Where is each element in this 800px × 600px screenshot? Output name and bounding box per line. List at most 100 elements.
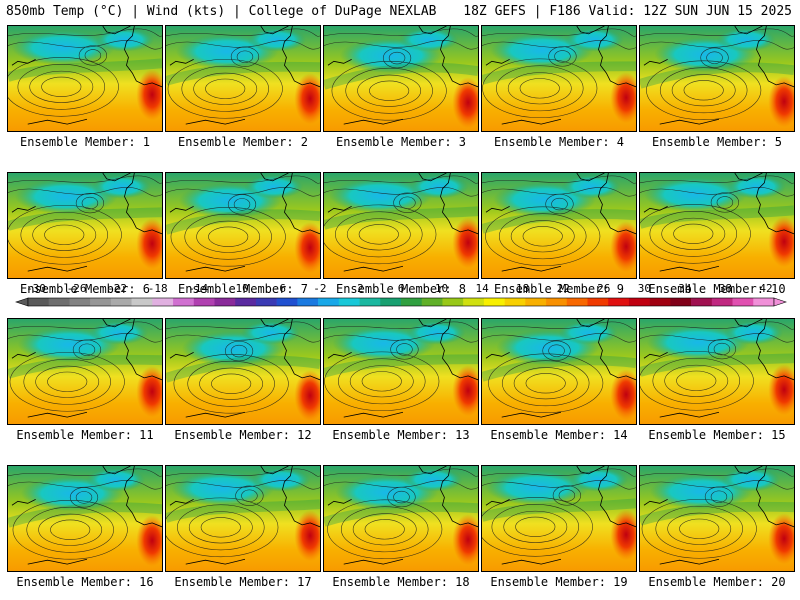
colorbar-segment: [235, 298, 257, 306]
colorbar-segment: [401, 298, 423, 306]
colorbar-tick-label: -22: [107, 282, 127, 295]
temperature-wind-map: [8, 319, 162, 424]
colorbar-segment: [338, 298, 360, 306]
ensemble-member-label: Ensemble Member: 14: [490, 428, 628, 442]
colorbar-tick-label: -14: [188, 282, 208, 295]
colorbar-segment: [193, 298, 215, 306]
ensemble-map-panel: [481, 465, 637, 572]
ensemble-member-label: Ensemble Member: 11: [16, 428, 154, 442]
colorbar-segment: [110, 298, 132, 306]
colorbar-segment: [318, 298, 340, 306]
colorbar-segment: [670, 298, 692, 306]
temperature-wind-map: [482, 466, 636, 571]
colorbar-segment: [276, 298, 298, 306]
temperature-wind-map: [324, 26, 478, 131]
ensemble-map-panel: [639, 172, 795, 279]
temperature-wind-map: [166, 319, 320, 424]
ensemble-map-panel: [481, 318, 637, 425]
colorbar-segment: [608, 298, 630, 306]
ensemble-member-label: Ensemble Member: 13: [332, 428, 470, 442]
ensemble-member-label: Ensemble Member: 16: [16, 575, 154, 589]
colorbar-segment: [359, 298, 381, 306]
colorbar-segment: [504, 298, 526, 306]
ensemble-map-panel: [7, 318, 163, 425]
ensemble-member-label: Ensemble Member: 4: [493, 135, 625, 149]
colorbar-segment: [525, 298, 547, 306]
colorbar-segment: [297, 298, 319, 306]
ensemble-member-label: Ensemble Member: 17: [174, 575, 312, 589]
ensemble-member-label: Ensemble Member: 18: [332, 575, 470, 589]
ensemble-member-label: Ensemble Member: 2: [177, 135, 309, 149]
colorbar-left-arrow: [15, 297, 29, 307]
colorbar-tick-label: 18: [516, 282, 529, 295]
ensemble-member-label: Ensemble Member: 20: [648, 575, 786, 589]
temperature-wind-map: [482, 319, 636, 424]
colorbar-tick-label: 38: [719, 282, 732, 295]
colorbar-segment: [173, 298, 195, 306]
ensemble-map-panel: [165, 318, 321, 425]
ensemble-map-panel: [323, 172, 479, 279]
temperature-wind-map: [166, 173, 320, 278]
colorbar-segment: [48, 298, 70, 306]
ensemble-map-panel: [323, 465, 479, 572]
colorbar-segment: [442, 298, 464, 306]
ensemble-map-panel: [639, 465, 795, 572]
ensemble-member-label: Ensemble Member: 10: [648, 282, 786, 296]
colorbar-segment: [546, 298, 568, 306]
colorbar-svg: -30 -26 -22 -18 -14 -10 -6 -2 2 6 10 14 18 22 26 30 34 38…: [15, 282, 787, 307]
ensemble-member-label: Ensemble Member: 3: [335, 135, 467, 149]
temperature-wind-map: [8, 466, 162, 571]
temperature-wind-map: [166, 466, 320, 571]
ensemble-member-label: Ensemble Member: 15: [648, 428, 786, 442]
colorbar-segment: [152, 298, 174, 306]
colorbar-tick-label: 6: [398, 282, 405, 295]
temperature-wind-map: [8, 173, 162, 278]
colorbar-segment: [69, 298, 91, 306]
temperature-wind-map: [324, 173, 478, 278]
ensemble-member-label: Ensemble Member: 8: [335, 282, 467, 296]
colorbar-segment: [483, 298, 505, 306]
temperature-wind-map: [8, 26, 162, 131]
colorbar-tick-label: 14: [475, 282, 489, 295]
ensemble-map-panel: [7, 465, 163, 572]
temperature-wind-map: [640, 173, 794, 278]
colorbar-segment: [732, 298, 754, 306]
colorbar-tick-label: 2: [357, 282, 364, 295]
colorbar-tick-label: -2: [313, 282, 326, 295]
colorbar-segment: [587, 298, 609, 306]
temperature-wind-map: [482, 26, 636, 131]
temperature-wind-map: [640, 466, 794, 571]
ensemble-map-panel: [323, 25, 479, 132]
colorbar-segment: [255, 298, 277, 306]
temperature-wind-map: [640, 26, 794, 131]
temperature-wind-map: [324, 466, 478, 571]
temperature-wind-map: [324, 319, 478, 424]
chart-title-left: 850mb Temp (°C) | Wind (kts) | College o…: [6, 4, 437, 19]
ensemble-map-panel: [639, 25, 795, 132]
ensemble-member-label: Ensemble Member: 19: [490, 575, 628, 589]
colorbar-tick-label: 10: [435, 282, 448, 295]
ensemble-map-panel: [7, 172, 163, 279]
colorbar-segment: [711, 298, 733, 306]
colorbar-segment: [90, 298, 112, 306]
ensemble-member-label: Ensemble Member: 7: [177, 282, 309, 296]
colorbar-tick-label: -10: [229, 282, 249, 295]
ensemble-member-label: Ensemble Member: 9: [493, 282, 625, 296]
ensemble-map-panel: [165, 172, 321, 279]
ensemble-member-label: Ensemble Member: 5: [651, 135, 783, 149]
colorbar-segment: [566, 298, 588, 306]
colorbar-tick-label: -30: [26, 282, 46, 295]
colorbar-segment: [131, 298, 153, 306]
colorbar-right-arrow: [773, 297, 787, 307]
colorbar-segment: [628, 298, 650, 306]
colorbar-segment: [421, 298, 443, 306]
ensemble-member-label: Ensemble Member: 6: [19, 282, 151, 296]
colorbar-tick-label: 30: [638, 282, 651, 295]
colorbar-segment: [691, 298, 713, 306]
temperature-wind-map: [166, 26, 320, 131]
colorbar-segment: [214, 298, 236, 306]
temperature-wind-map: [640, 319, 794, 424]
ensemble-map-panel: [7, 25, 163, 132]
chart-title-right: 18Z GEFS | F186 Valid: 12Z SUN JUN 15 20…: [463, 4, 792, 19]
colorbar-segment: [463, 298, 485, 306]
